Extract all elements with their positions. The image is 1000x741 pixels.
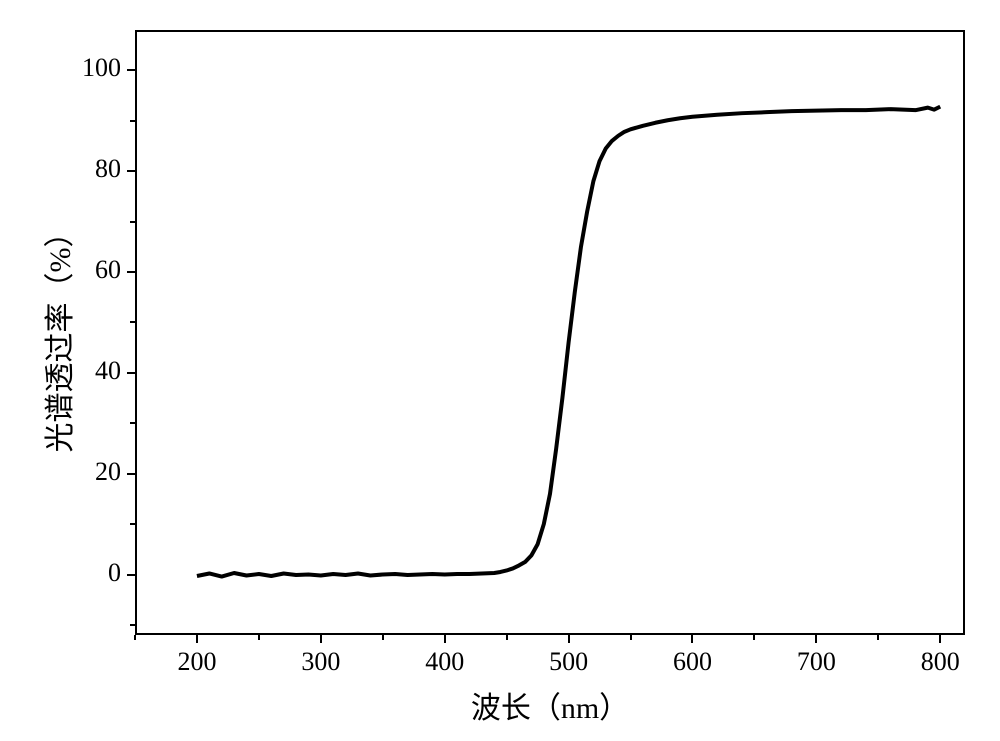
x-tick-label: 600 — [662, 647, 722, 677]
y-minor-tick — [130, 523, 135, 525]
y-tick — [127, 473, 135, 475]
x-tick-label: 700 — [786, 647, 846, 677]
x-tick-label: 800 — [910, 647, 970, 677]
transmittance-line — [197, 107, 940, 577]
x-tick — [691, 635, 693, 643]
y-tick-label: 40 — [61, 356, 121, 386]
y-tick — [127, 574, 135, 576]
y-tick — [127, 372, 135, 374]
y-tick-label: 80 — [61, 154, 121, 184]
x-tick — [568, 635, 570, 643]
y-tick-label: 100 — [61, 53, 121, 83]
y-tick-label: 0 — [61, 558, 121, 588]
y-minor-tick — [130, 321, 135, 323]
x-tick-label: 400 — [415, 647, 475, 677]
x-minor-tick — [382, 635, 384, 640]
x-tick-label: 200 — [167, 647, 227, 677]
x-axis-label: 波长（nm） — [450, 683, 650, 727]
x-tick — [444, 635, 446, 643]
x-minor-tick — [258, 635, 260, 640]
x-minor-tick — [753, 635, 755, 640]
x-tick-label: 300 — [291, 647, 351, 677]
x-tick — [939, 635, 941, 643]
x-tick — [320, 635, 322, 643]
y-tick-label: 60 — [61, 255, 121, 285]
y-tick — [127, 170, 135, 172]
x-minor-tick — [506, 635, 508, 640]
x-minor-tick — [630, 635, 632, 640]
x-tick — [815, 635, 817, 643]
y-axis-label: 光谱透过率（%） — [35, 185, 79, 485]
transmittance-chart: 光谱透过率（%） 波长（nm） 200 300 400 500 600 700 800 0 20… — [0, 0, 1000, 741]
y-minor-tick — [130, 624, 135, 626]
y-minor-tick — [130, 422, 135, 424]
x-tick — [196, 635, 198, 643]
y-tick — [127, 271, 135, 273]
x-tick-label: 500 — [539, 647, 599, 677]
x-minor-tick — [877, 635, 879, 640]
y-tick — [127, 69, 135, 71]
x-minor-tick — [134, 635, 136, 640]
data-curve — [0, 0, 1000, 741]
y-tick-label: 20 — [61, 457, 121, 487]
y-minor-tick — [130, 120, 135, 122]
y-minor-tick — [130, 221, 135, 223]
